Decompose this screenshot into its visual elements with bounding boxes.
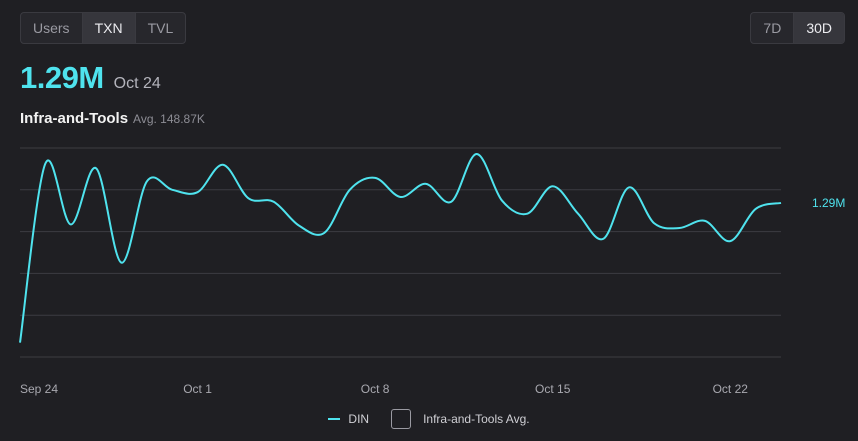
data-point[interactable] (448, 199, 454, 205)
tab-txn[interactable]: TXN (82, 13, 136, 43)
legend-item-din[interactable]: DIN (328, 412, 369, 426)
data-point[interactable] (423, 181, 429, 187)
tab-users[interactable]: Users (21, 13, 83, 43)
category-name: Infra-and-Tools (20, 110, 129, 127)
data-point[interactable] (144, 178, 150, 184)
data-point[interactable] (575, 211, 581, 217)
headline: 1.29M Oct 24 (20, 60, 161, 96)
legend-avg-label: Infra-and-Tools Avg. (423, 412, 530, 426)
x-tick-label: Oct 1 (183, 382, 212, 396)
data-point[interactable] (702, 218, 708, 224)
legend-item-avg[interactable]: Infra-and-Tools Avg. (391, 409, 530, 429)
x-tick-label: Oct 8 (361, 382, 390, 396)
data-point[interactable] (499, 198, 505, 204)
data-point[interactable] (778, 200, 784, 206)
x-tick-label: Oct 15 (535, 382, 571, 396)
data-point[interactable] (550, 183, 556, 189)
data-point[interactable] (68, 221, 74, 227)
data-point[interactable] (474, 151, 480, 157)
legend-din-label: DIN (348, 412, 370, 426)
data-point[interactable] (727, 238, 733, 244)
data-point[interactable] (321, 230, 327, 236)
data-point[interactable] (398, 194, 404, 200)
data-point[interactable] (600, 236, 606, 242)
data-point[interactable] (651, 220, 657, 226)
legend: DIN Infra-and-Tools Avg. (0, 409, 858, 429)
range-tabs: 7D 30D (750, 12, 845, 44)
data-point[interactable] (753, 206, 759, 212)
data-point[interactable] (296, 223, 302, 229)
end-value-label: 1.29M (812, 196, 845, 210)
metric-tabs: Users TXN TVL (20, 12, 187, 44)
data-point[interactable] (17, 340, 23, 346)
data-point[interactable] (626, 184, 632, 190)
category-header: Infra-and-Tools Avg. 148.87K (20, 110, 205, 127)
data-point[interactable] (271, 199, 277, 205)
data-point[interactable] (195, 189, 201, 195)
legend-line-swatch (328, 418, 341, 420)
headline-date: Oct 24 (113, 75, 161, 92)
range-7d[interactable]: 7D (751, 13, 795, 43)
x-tick-label: Sep 24 (20, 382, 58, 396)
series-line-din (19, 152, 782, 343)
data-point[interactable] (372, 175, 378, 181)
legend-checkbox[interactable] (391, 409, 412, 429)
data-point[interactable] (220, 162, 226, 168)
data-point[interactable] (42, 161, 48, 167)
tab-tvl[interactable]: TVL (147, 20, 174, 36)
data-point[interactable] (93, 165, 99, 171)
data-point[interactable] (245, 195, 251, 201)
data-point[interactable] (169, 187, 175, 193)
data-point[interactable] (347, 187, 353, 193)
range-30d[interactable]: 30D (794, 13, 844, 43)
headline-value: 1.29M (20, 60, 104, 95)
category-average: Avg. 148.87K (133, 112, 205, 126)
x-tick-label: Oct 22 (713, 382, 749, 396)
data-point[interactable] (524, 211, 530, 217)
data-point[interactable] (677, 225, 683, 231)
data-point[interactable] (118, 260, 124, 266)
